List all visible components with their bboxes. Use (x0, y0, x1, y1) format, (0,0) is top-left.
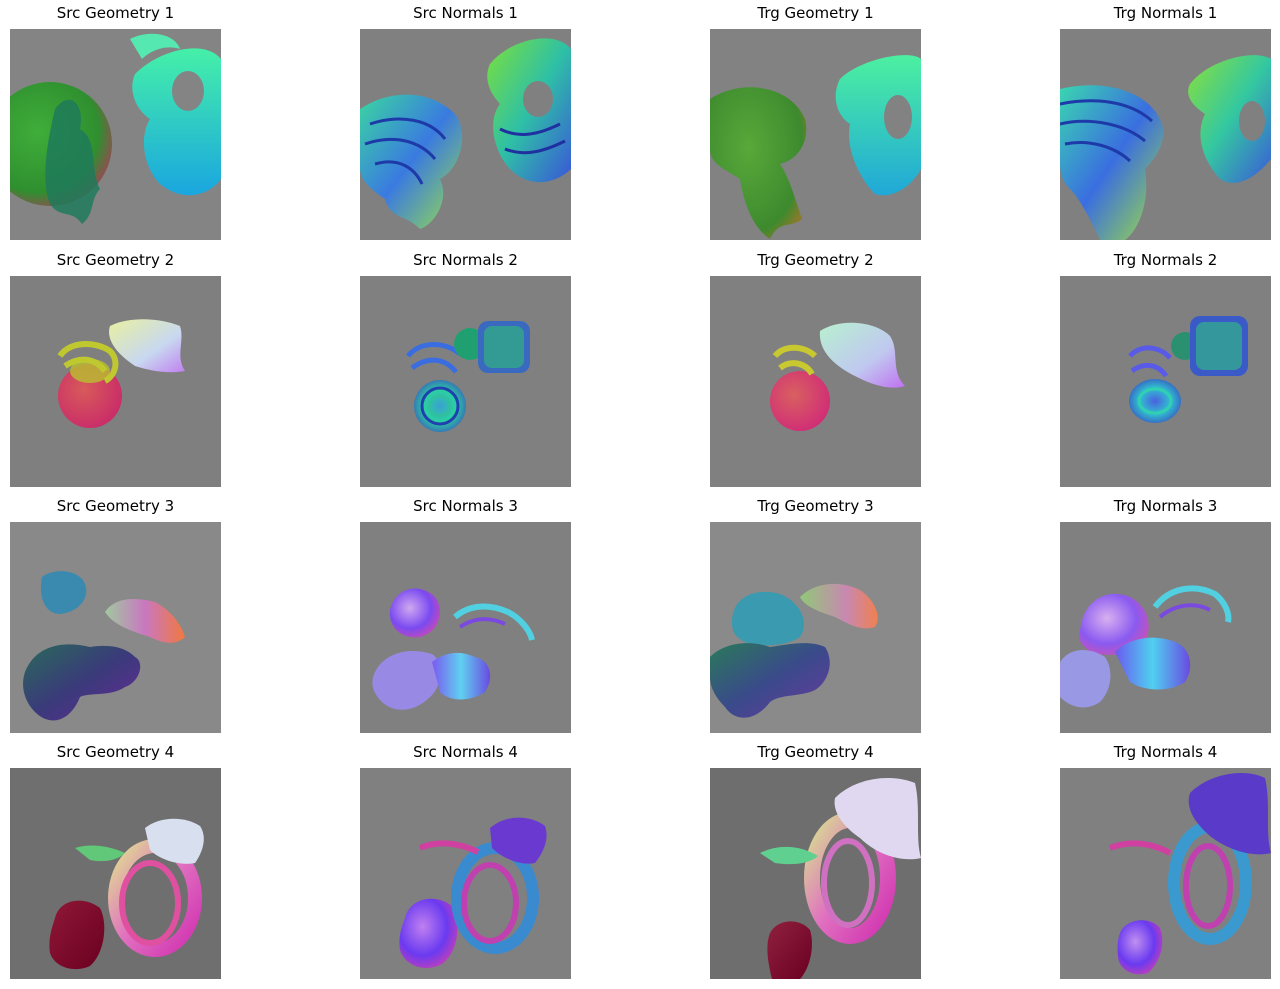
panel-title: Src Normals 2 (320, 251, 611, 273)
panel-src-geometry-2: Src Geometry 2 (10, 251, 221, 487)
panel-title: Trg Normals 2 (1020, 251, 1280, 273)
render-image (360, 29, 571, 240)
trg-normals-2-render (1060, 276, 1271, 487)
render-image (1060, 522, 1271, 733)
panel-src-geometry-4: Src Geometry 4 (10, 743, 221, 979)
panel-title: Src Geometry 2 (0, 251, 261, 273)
trg-normals-3-render (1060, 522, 1271, 733)
panel-title: Src Geometry 3 (0, 497, 261, 519)
panel-title: Trg Normals 1 (1020, 4, 1280, 26)
src-normals-2-render (360, 276, 571, 487)
panel-title: Src Geometry 1 (0, 4, 261, 26)
src-geometry-3-render (10, 522, 221, 733)
panel-trg-normals-1: Trg Normals 1 (1060, 4, 1271, 240)
src-geometry-2-render (10, 276, 221, 487)
panel-title: Trg Geometry 2 (670, 251, 961, 273)
render-image (710, 29, 921, 240)
panel-title: Trg Normals 3 (1020, 497, 1280, 519)
render-image (710, 522, 921, 733)
trg-normals-4-render (1060, 768, 1271, 979)
trg-normals-1-render (1060, 29, 1271, 240)
panel-trg-geometry-3: Trg Geometry 3 (710, 497, 921, 733)
panel-title: Trg Geometry 4 (670, 743, 961, 765)
render-image (10, 522, 221, 733)
panel-title: Src Normals 4 (320, 743, 611, 765)
panel-title: Src Normals 1 (320, 4, 611, 26)
render-image (1060, 276, 1271, 487)
panel-src-normals-4: Src Normals 4 (360, 743, 571, 979)
panel-title: Src Normals 3 (320, 497, 611, 519)
panel-trg-normals-3: Trg Normals 3 (1060, 497, 1271, 733)
render-image (1060, 29, 1271, 240)
trg-geometry-3-render (710, 522, 921, 733)
panel-title: Trg Geometry 1 (670, 4, 961, 26)
render-image (360, 768, 571, 979)
trg-geometry-2-render (710, 276, 921, 487)
src-normals-1-render (360, 29, 571, 240)
panel-src-normals-2: Src Normals 2 (360, 251, 571, 487)
panel-trg-geometry-1: Trg Geometry 1 (710, 4, 921, 240)
panel-title: Src Geometry 4 (0, 743, 261, 765)
panel-trg-normals-4: Trg Normals 4 (1060, 743, 1271, 979)
render-image (360, 276, 571, 487)
panel-src-normals-3: Src Normals 3 (360, 497, 571, 733)
trg-geometry-4-render (710, 768, 921, 979)
render-image (360, 522, 571, 733)
src-normals-3-render (360, 522, 571, 733)
panel-title: Trg Geometry 3 (670, 497, 961, 519)
panel-title: Trg Normals 4 (1020, 743, 1280, 765)
panel-src-geometry-1: Src Geometry 1 (10, 4, 221, 240)
panel-trg-normals-2: Trg Normals 2 (1060, 251, 1271, 487)
render-image (10, 768, 221, 979)
panel-trg-geometry-4: Trg Geometry 4 (710, 743, 921, 979)
render-image (710, 276, 921, 487)
render-image (710, 768, 921, 979)
src-normals-4-render (360, 768, 571, 979)
render-image (10, 276, 221, 487)
panel-src-normals-1: Src Normals 1 (360, 4, 571, 240)
panel-trg-geometry-2: Trg Geometry 2 (710, 251, 921, 487)
render-image (10, 29, 221, 240)
panel-src-geometry-3: Src Geometry 3 (10, 497, 221, 733)
render-image (1060, 768, 1271, 979)
src-geometry-4-render (10, 768, 221, 979)
src-geometry-1-render (10, 29, 221, 240)
trg-geometry-1-render (710, 29, 921, 240)
